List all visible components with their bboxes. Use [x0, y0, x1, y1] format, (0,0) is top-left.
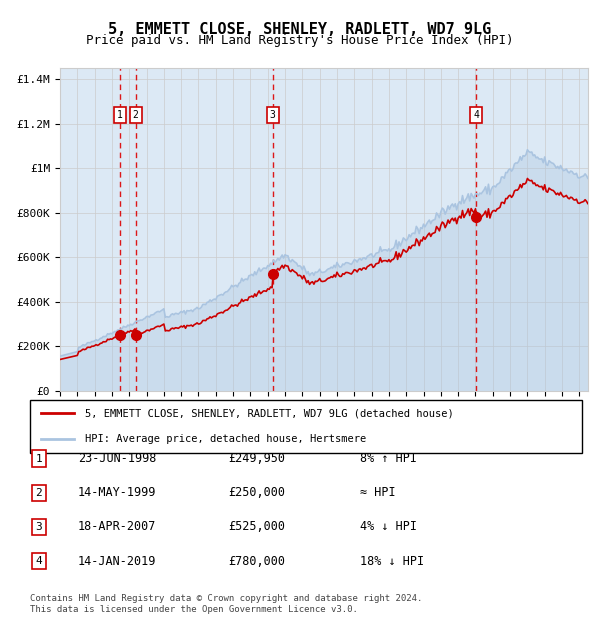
Text: ≈ HPI: ≈ HPI	[360, 487, 395, 499]
Text: £250,000: £250,000	[228, 487, 285, 499]
Text: 8% ↑ HPI: 8% ↑ HPI	[360, 453, 417, 465]
Text: 18% ↓ HPI: 18% ↓ HPI	[360, 555, 424, 567]
Text: 14-MAY-1999: 14-MAY-1999	[78, 487, 157, 499]
Text: 4: 4	[35, 556, 43, 566]
Text: 14-JAN-2019: 14-JAN-2019	[78, 555, 157, 567]
Text: £780,000: £780,000	[228, 555, 285, 567]
Text: 3: 3	[270, 110, 275, 120]
FancyBboxPatch shape	[30, 400, 582, 453]
Text: 3: 3	[35, 522, 43, 532]
Text: 18-APR-2007: 18-APR-2007	[78, 521, 157, 533]
Text: 23-JUN-1998: 23-JUN-1998	[78, 453, 157, 465]
Text: 1: 1	[35, 454, 43, 464]
Text: Price paid vs. HM Land Registry's House Price Index (HPI): Price paid vs. HM Land Registry's House …	[86, 34, 514, 47]
Text: 1: 1	[118, 110, 123, 120]
Text: 2: 2	[133, 110, 139, 120]
Text: £249,950: £249,950	[228, 453, 285, 465]
Text: 5, EMMETT CLOSE, SHENLEY, RADLETT, WD7 9LG: 5, EMMETT CLOSE, SHENLEY, RADLETT, WD7 9…	[109, 22, 491, 37]
Text: £525,000: £525,000	[228, 521, 285, 533]
Text: 4: 4	[473, 110, 479, 120]
Text: 5, EMMETT CLOSE, SHENLEY, RADLETT, WD7 9LG (detached house): 5, EMMETT CLOSE, SHENLEY, RADLETT, WD7 9…	[85, 408, 454, 418]
Text: 2: 2	[35, 488, 43, 498]
Text: Contains HM Land Registry data © Crown copyright and database right 2024.
This d: Contains HM Land Registry data © Crown c…	[30, 595, 422, 614]
Text: 4% ↓ HPI: 4% ↓ HPI	[360, 521, 417, 533]
Text: HPI: Average price, detached house, Hertsmere: HPI: Average price, detached house, Hert…	[85, 435, 367, 445]
